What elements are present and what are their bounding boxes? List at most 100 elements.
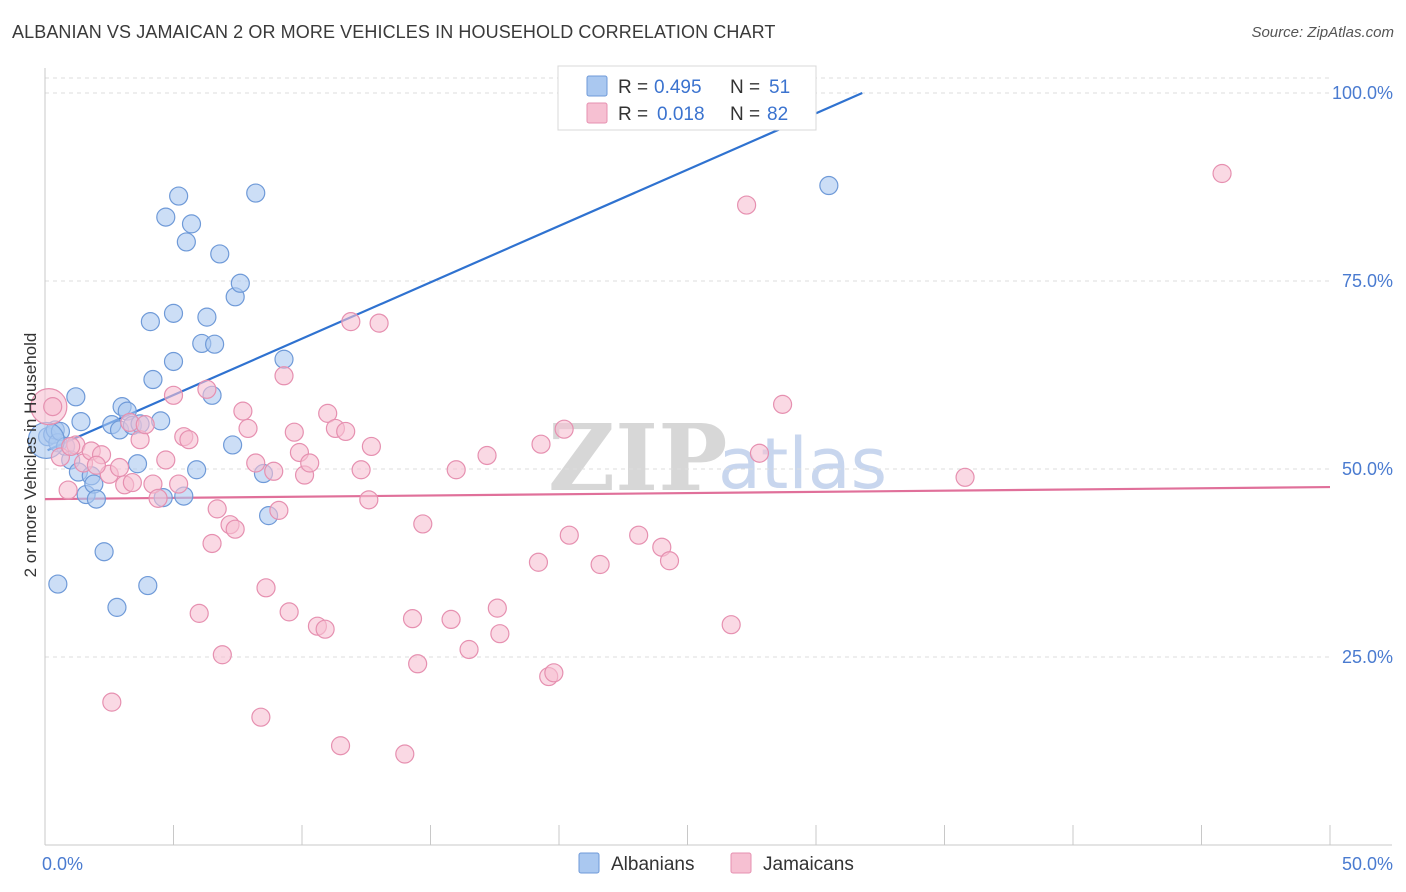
y-tick-label: 75.0%	[1342, 271, 1393, 291]
trendlines	[44, 92, 1331, 501]
series-legend-swatch-jamaicans	[730, 852, 752, 874]
albanians-point	[163, 303, 184, 323]
legend-n-label: N =	[730, 104, 760, 125]
jamaicans-point	[395, 744, 415, 764]
y-tick-label: 100.0%	[1332, 83, 1393, 103]
y-tick-labels: 25.0% 50.0% 75.0% 100.0%	[1332, 83, 1393, 667]
y-axis-label: 2 or more Vehicles in Household	[21, 333, 40, 578]
jamaicans-trendline	[44, 485, 1331, 501]
jamaicans-point	[341, 312, 361, 332]
albanians-point	[181, 214, 202, 234]
jamaicans-point	[148, 488, 168, 508]
jamaicans-point	[336, 421, 356, 442]
albanians-point	[210, 244, 230, 264]
jamaicans-point	[233, 401, 253, 421]
chart-title: ALBANIAN VS JAMAICAN 2 OR MORE VEHICLES …	[12, 22, 776, 42]
jamaicans-point	[955, 467, 975, 487]
albanians-point	[169, 186, 189, 206]
albanians-point	[274, 349, 294, 369]
legend-swatch-jamaicans	[586, 102, 608, 124]
jamaicans-point	[559, 525, 579, 545]
jamaicans-point	[197, 379, 217, 399]
albanians-point	[66, 387, 86, 407]
albanians-point	[163, 351, 184, 372]
jamaicans-point	[659, 551, 680, 571]
albanians-point	[143, 369, 163, 390]
jamaicans-point	[274, 366, 294, 386]
jamaicans-point	[408, 654, 428, 674]
albanians-point	[819, 175, 839, 196]
jamaicans-point	[315, 619, 335, 639]
legend-n-value: 51	[769, 77, 790, 98]
jamaicans-point	[256, 578, 276, 598]
jamaicans-point	[721, 615, 741, 635]
jamaicans-point	[402, 609, 423, 629]
albanians-point	[127, 454, 148, 474]
jamaicans-point	[269, 500, 289, 520]
albanians-point	[94, 542, 114, 562]
albanians-point	[176, 232, 196, 252]
series-legend: Albanians Jamaicans	[578, 852, 854, 875]
jamaicans-point	[528, 552, 549, 572]
jamaicans-point	[531, 434, 551, 454]
albanians-point	[71, 412, 91, 432]
albanians-point	[197, 307, 217, 327]
albanians-point	[156, 207, 176, 227]
albanians-point	[138, 575, 158, 596]
legend-r-value: 0.495	[654, 77, 702, 98]
jamaicans-point	[490, 624, 510, 644]
y-tick-label: 50.0%	[1342, 459, 1393, 479]
jamaicans-point	[554, 419, 574, 439]
jamaicans-point	[318, 403, 338, 423]
x-tick-label: 50.0%	[1342, 854, 1393, 874]
legend-swatch-albanians	[586, 75, 608, 97]
jamaicans-point	[61, 436, 81, 457]
albanians-point	[107, 597, 127, 617]
jamaicans-point	[590, 554, 610, 575]
jamaicans-point	[279, 602, 299, 622]
jamaicans-point	[179, 430, 199, 450]
jamaicans-point	[238, 418, 258, 439]
jamaicans-point	[487, 598, 507, 618]
jamaicans-point	[477, 445, 497, 466]
jamaicans-point	[300, 453, 320, 473]
jamaicans-point	[361, 436, 381, 457]
albanians-point	[230, 273, 250, 293]
jamaicans-point	[459, 639, 479, 660]
jamaicans-point	[544, 663, 564, 683]
series-legend-label-albanians: Albanians	[611, 854, 694, 875]
jamaicans-point	[446, 460, 466, 480]
jamaicans-point	[207, 499, 227, 519]
jamaicans-point	[246, 453, 266, 473]
legend-r-label: R =	[618, 104, 648, 125]
albanians-point	[205, 334, 225, 354]
jamaicans-point	[351, 460, 371, 480]
jamaicans-point	[102, 692, 122, 712]
legend-r-value: 0.018	[657, 104, 705, 125]
albanians-point	[223, 435, 243, 455]
jamaicans-point	[163, 385, 184, 405]
jamaicans-point	[629, 525, 649, 545]
jamaicans-point	[737, 195, 757, 215]
jamaicans-point	[1212, 163, 1232, 184]
jamaicans-point	[122, 472, 142, 493]
legend-n-value: 82	[767, 104, 788, 125]
albanians-trendline	[47, 92, 863, 452]
jamaicans-point	[156, 450, 176, 470]
albanians-point	[140, 312, 160, 332]
albanians-point	[86, 489, 107, 509]
jamaicans-point	[441, 609, 461, 630]
jamaicans-point	[212, 645, 232, 665]
data-points	[27, 163, 1232, 764]
jamaicans-point	[109, 457, 130, 478]
jamaicans-point	[369, 313, 389, 333]
watermark-zip: ZIP	[548, 404, 727, 512]
jamaicans-point	[264, 461, 284, 481]
jamaicans-point	[359, 490, 379, 510]
jamaicans-point	[772, 394, 793, 414]
jamaicans-point	[43, 397, 63, 417]
jamaicans-point	[135, 415, 155, 435]
x-tick-label: 0.0%	[42, 854, 83, 874]
jamaicans-point	[58, 480, 78, 500]
